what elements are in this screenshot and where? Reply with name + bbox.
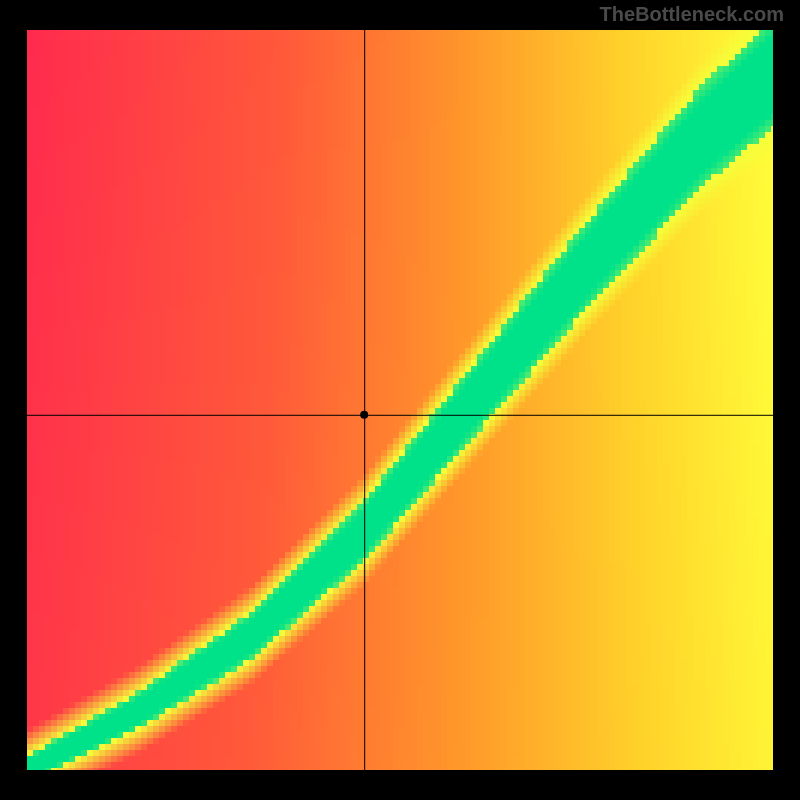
heatmap-canvas	[27, 30, 773, 770]
watermark-text: TheBottleneck.com	[600, 4, 784, 27]
bottleneck-heatmap	[27, 30, 773, 770]
